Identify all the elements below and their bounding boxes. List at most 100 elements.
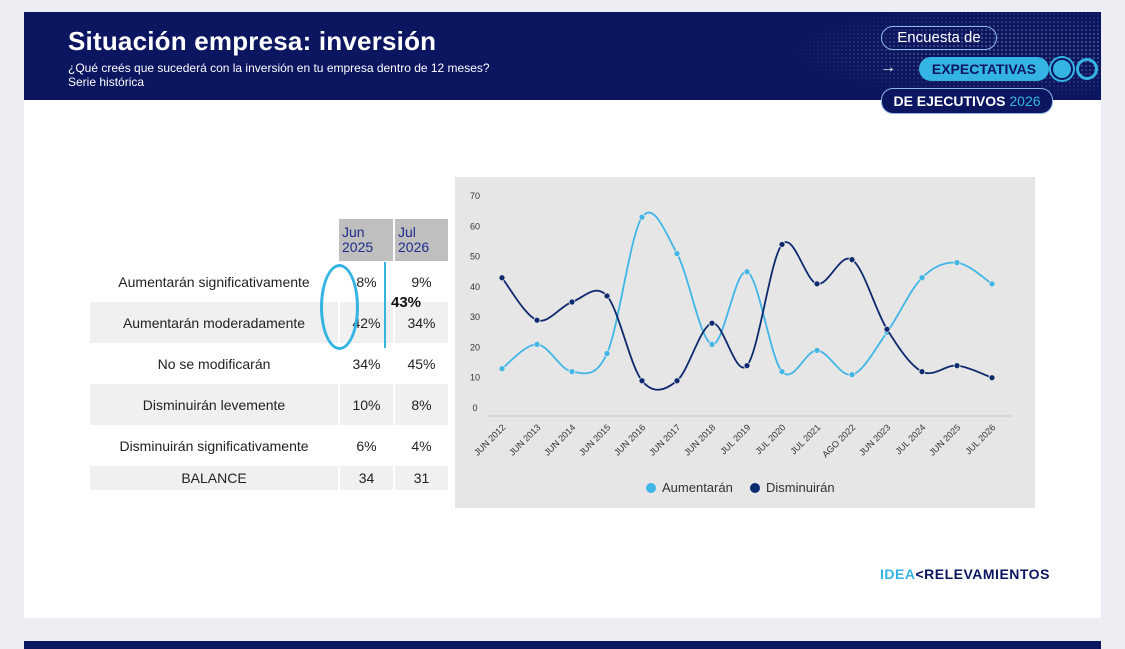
y-tick-label: 30 — [470, 312, 480, 322]
badge-year: 2026 — [1009, 93, 1041, 109]
x-tick-label: JUL 2021 — [788, 422, 822, 456]
row-value-jul-2026: 45% — [394, 343, 450, 384]
row-value-jul-2026: 31 — [394, 466, 450, 490]
legend-marker-aumentarán — [646, 483, 656, 493]
table-row: Disminuirán levemente 10% 8% — [90, 384, 450, 425]
data-point-disminuirán — [568, 298, 576, 306]
data-point-aumentarán — [638, 213, 646, 221]
page-title: Situación empresa: inversión — [68, 26, 437, 56]
col-header-jun-2025: Jun 2025 — [339, 219, 395, 261]
data-point-aumentarán — [498, 365, 506, 373]
data-point-disminuirán — [743, 362, 751, 370]
data-point-aumentarán — [953, 259, 961, 267]
x-tick-label: JUN 2016 — [612, 422, 647, 457]
x-tick-label: JUN 2015 — [577, 422, 612, 457]
data-point-disminuirán — [533, 316, 541, 324]
data-point-disminuirán — [883, 325, 891, 333]
row-label: No se modificarán — [90, 343, 340, 384]
data-point-aumentarán — [533, 340, 541, 348]
data-point-disminuirán — [848, 256, 856, 263]
row-value-jun-2025: 34% — [339, 343, 395, 384]
data-point-aumentarán — [673, 250, 681, 257]
x-tick-label: JUN 2018 — [682, 422, 717, 457]
x-tick-label: JUN 2017 — [647, 422, 682, 457]
badge-ejecutivos-text: DE EJECUTIVOS — [893, 93, 1006, 109]
row-label: BALANCE — [90, 466, 340, 490]
page-subtitle: ¿Qué creés que sucederá con la inversión… — [68, 61, 490, 75]
table-header-row: Jun 2025 Jul 2026 — [90, 219, 450, 261]
table-header-empty — [90, 219, 339, 261]
arrow-right-icon: → — [880, 59, 896, 76]
company-logo: IDEA<RELEVAMIENTOS — [880, 566, 1050, 582]
ring-outline-icon — [1076, 58, 1098, 80]
legend-marker-disminuirán — [750, 483, 760, 493]
row-label: Disminuirán levemente — [90, 384, 340, 425]
data-point-disminuirán — [778, 241, 786, 248]
survey-badge-expectativas: EXPECTATIVAS — [919, 57, 1049, 81]
data-point-disminuirán — [988, 374, 996, 382]
data-point-disminuirán — [673, 377, 681, 385]
series-line-aumentarán — [501, 211, 993, 376]
x-tick-label: AGO 2022 — [820, 422, 857, 459]
y-tick-label: 70 — [470, 191, 480, 201]
data-point-aumentarán — [988, 280, 996, 288]
data-point-aumentarán — [778, 368, 786, 376]
row-value-jun-2025: 10% — [339, 384, 395, 425]
data-point-disminuirán — [953, 362, 961, 370]
y-tick-label: 10 — [470, 373, 480, 383]
y-tick-label: 20 — [470, 342, 480, 352]
legend-label-aumentarán: Aumentarán — [662, 480, 733, 495]
x-tick-label: JUL 2020 — [753, 422, 787, 456]
highlight-bracket — [384, 262, 386, 348]
header-bar: Situación empresa: inversión ¿Qué creés … — [24, 12, 1101, 100]
data-point-disminuirán — [813, 280, 821, 288]
data-point-aumentarán — [568, 368, 576, 376]
table-row: Disminuirán significativamente 6% 4% — [90, 425, 450, 466]
data-point-aumentarán — [813, 347, 821, 354]
highlight-oval — [320, 264, 359, 350]
row-label: Aumentarán significativamente — [90, 261, 340, 302]
x-tick-label: JUN 2012 — [472, 422, 507, 457]
survey-badge-top: Encuesta de — [881, 26, 997, 50]
x-tick-label: JUN 2014 — [542, 422, 577, 457]
data-point-disminuirán — [498, 274, 506, 282]
highlight-total: 43% — [391, 294, 422, 311]
row-value-jun-2025: 6% — [339, 425, 395, 466]
survey-badge-ejecutivos: DE EJECUTIVOS 2026 — [881, 88, 1053, 114]
data-point-aumentarán — [918, 274, 926, 282]
data-point-aumentarán — [848, 371, 856, 379]
table-row: Aumentarán moderadamente 42% 34% — [90, 302, 450, 343]
slide: Situación empresa: inversión ¿Qué creés … — [24, 12, 1101, 618]
x-tick-label: JUN 2013 — [507, 422, 542, 457]
row-value-jul-2026: 9% — [394, 261, 450, 302]
legend-label-disminuirán: Disminuirán — [766, 480, 835, 495]
y-tick-label: 0 — [472, 403, 477, 413]
x-tick-label: JUL 2019 — [718, 422, 752, 456]
y-tick-label: 40 — [470, 282, 480, 292]
data-point-disminuirán — [638, 377, 646, 385]
data-point-aumentarán — [603, 350, 611, 357]
data-point-disminuirán — [708, 319, 716, 327]
series-label: Serie histórica — [68, 75, 145, 89]
x-tick-label: JUL 2024 — [893, 422, 927, 456]
table-row-balance: BALANCE 34 31 — [90, 466, 450, 490]
data-point-disminuirán — [918, 368, 926, 376]
row-value-jul-2026: 4% — [394, 425, 450, 466]
next-slide-strip — [24, 641, 1101, 649]
results-table: Jun 2025 Jul 2026 Aumentarán significati… — [90, 219, 450, 490]
col-header-jul-2026: Jul 2026 — [394, 219, 450, 261]
logo-chevron-icon: < — [915, 566, 925, 582]
data-point-aumentarán — [743, 268, 751, 276]
chart-panel: 0 10 20 30 40 50 60 70 JUN 2012 JUN 2013 JUN 2014 J… — [455, 177, 1035, 508]
x-tick-label: JUN 2023 — [857, 422, 892, 457]
logo-part-relevamientos: RELEVAMIENTOS — [924, 566, 1050, 582]
row-value-jul-2026: 34% — [394, 302, 450, 343]
row-label: Aumentarán moderadamente — [90, 302, 340, 343]
logo-part-idea: IDEA — [880, 566, 916, 582]
data-point-disminuirán — [603, 292, 611, 300]
row-label: Disminuirán significativamente — [90, 425, 340, 466]
y-tick-label: 50 — [470, 252, 480, 262]
y-tick-label: 60 — [470, 221, 480, 231]
table-row: No se modificarán 34% 45% — [90, 343, 450, 384]
